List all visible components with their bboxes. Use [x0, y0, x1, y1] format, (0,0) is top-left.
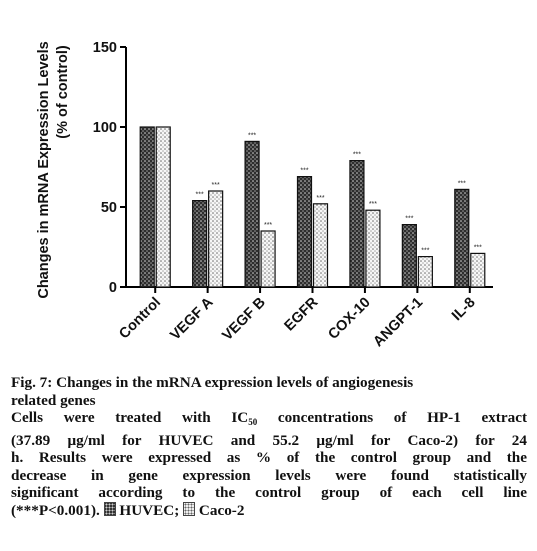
bars-group: [139, 126, 486, 288]
caco2-swatch-icon: [183, 501, 196, 516]
significance-marks: *** *** *** *** *** *** *** *** *** *** *** ***: [196, 132, 483, 254]
caption-body-line1-a: Cells were treated with IC: [11, 409, 249, 426]
caption-body-line6: (***P<0.001). HUVEC; Caco-2: [11, 501, 527, 520]
bar-caco2: [260, 230, 276, 288]
bar-chart: Changes in mRNA Expression Levels (% of …: [36, 40, 493, 351]
bar-caco2: [208, 190, 224, 288]
bar-huvec: [244, 140, 260, 288]
caption-body-line2: (37.89 μg/ml for HUVEC and 55.2 μg/ml fo…: [11, 431, 527, 449]
huvec-swatch-icon: [103, 501, 116, 516]
x-tick-label: COX-10: [325, 295, 373, 343]
caption-legend-caco2: Caco-2: [198, 501, 245, 519]
caption-pvalue: (***P<0.001).: [11, 501, 100, 519]
significance-label: ***: [458, 180, 466, 187]
significance-label: ***: [353, 152, 361, 159]
significance-label: ***: [248, 132, 256, 139]
y-tick-label: 50: [101, 200, 117, 216]
significance-label: ***: [316, 195, 324, 202]
bar-caco2: [417, 256, 433, 288]
bar-huvec: [296, 176, 313, 288]
caption-title-line2: related genes: [11, 391, 96, 409]
bar-huvec: [349, 160, 365, 288]
y-tick-label: 100: [93, 120, 117, 136]
figure-caption: Fig. 7: Changes in the mRNA expression l…: [11, 374, 527, 519]
significance-label: ***: [264, 222, 272, 229]
caption-legend-huvec: HUVEC;: [119, 501, 180, 519]
bar-huvec: [192, 200, 208, 288]
x-tick-label: VEGF A: [167, 294, 216, 343]
significance-label: ***: [405, 216, 413, 223]
ic50-subscript: 50: [248, 417, 258, 427]
bar-caco2: [365, 209, 381, 288]
y-axis-label-line1: Changes in mRNA Expression Levels: [36, 41, 52, 298]
significance-label: ***: [300, 168, 308, 175]
caption-body-line4: decrease in gene expression levels were …: [11, 466, 527, 484]
x-tick-label: EGFR: [282, 294, 322, 334]
x-tick-label: IL-8: [449, 295, 479, 325]
y-axis: 0 50 100 150: [93, 40, 127, 296]
x-tick-label: ANGPT-1: [370, 295, 426, 351]
y-axis-title: Changes in mRNA Expression Levels (% of …: [36, 41, 71, 298]
significance-label: ***: [196, 192, 204, 199]
bar-huvec: [139, 126, 155, 288]
bar-caco2: [470, 252, 486, 288]
significance-label: ***: [421, 248, 429, 255]
bar-caco2: [312, 203, 329, 288]
x-tick-label: Control: [116, 295, 164, 343]
y-axis-label-line2: (% of control): [55, 45, 71, 139]
y-tick-label: 150: [93, 40, 117, 56]
bar-caco2: [155, 126, 171, 288]
caption-body-line1: Cells were treated with IC50 concentrati…: [11, 409, 527, 432]
caption-body-line5: significant according to the control gro…: [11, 484, 527, 501]
significance-label: ***: [212, 182, 220, 189]
caption-title-line1: Fig. 7: Changes in the mRNA expression l…: [11, 374, 414, 391]
caption-body-line3: h. Results were expressed as % of the co…: [11, 449, 527, 466]
significance-label: ***: [474, 244, 482, 251]
bar-huvec: [454, 188, 470, 288]
y-tick-label: 0: [109, 280, 117, 296]
significance-label: ***: [369, 201, 377, 208]
caption-body-line1-b: concentrations of HP-1 extract: [257, 409, 527, 426]
x-tick-label: VEGF B: [219, 295, 268, 344]
bar-huvec: [401, 224, 417, 288]
